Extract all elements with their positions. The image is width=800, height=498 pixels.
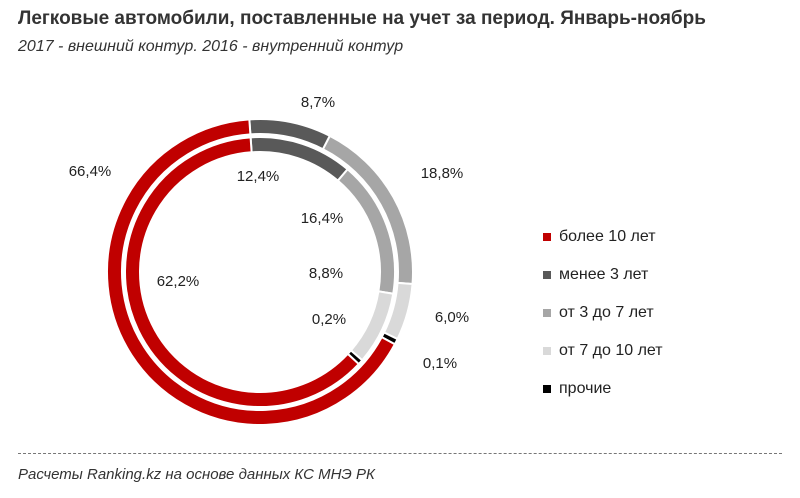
data-label-2017-4: 66,4% xyxy=(69,163,112,180)
data-label-2016-2: 8,8% xyxy=(309,265,343,282)
source-note: Расчеты Ranking.kz на основе данных КС М… xyxy=(18,466,375,483)
data-label-2017-1: 18,8% xyxy=(421,165,464,182)
legend-swatch xyxy=(543,309,551,317)
data-label-2016-1: 16,4% xyxy=(301,210,344,227)
legend: более 10 лет менее 3 лет от 3 до 7 лет о… xyxy=(543,218,663,408)
legend-label: от 3 до 7 лет xyxy=(559,304,654,321)
data-label-2016-4: 62,2% xyxy=(157,273,200,290)
legend-item: менее 3 лет xyxy=(543,256,663,294)
donut-segment-2016-4 xyxy=(124,136,361,408)
chart-title: Легковые автомобили, поставленные на уче… xyxy=(18,8,706,29)
legend-swatch xyxy=(543,233,551,241)
data-label-2016-3: 0,2% xyxy=(312,311,346,328)
legend-label: более 10 лет xyxy=(559,228,656,245)
data-label-2017-2: 6,0% xyxy=(435,309,469,326)
legend-label: от 7 до 10 лет xyxy=(559,342,663,359)
legend-swatch xyxy=(543,385,551,393)
legend-item: от 3 до 7 лет xyxy=(543,294,663,332)
data-label-2016-0: 12,4% xyxy=(237,168,280,185)
data-label-2017-0: 8,7% xyxy=(301,94,335,111)
legend-swatch xyxy=(543,271,551,279)
legend-label: менее 3 лет xyxy=(559,266,649,283)
chart-subtitle: 2017 - внешний контур. 2016 - внутренний… xyxy=(18,38,404,55)
legend-item: от 7 до 10 лет xyxy=(543,332,663,370)
legend-item: более 10 лет xyxy=(543,218,663,256)
legend-item: прочие xyxy=(543,370,663,408)
data-label-2017-3: 0,1% xyxy=(423,355,457,372)
divider xyxy=(18,453,782,454)
legend-swatch xyxy=(543,347,551,355)
legend-label: прочие xyxy=(559,380,612,397)
donut-segment-2017-4 xyxy=(106,118,397,426)
